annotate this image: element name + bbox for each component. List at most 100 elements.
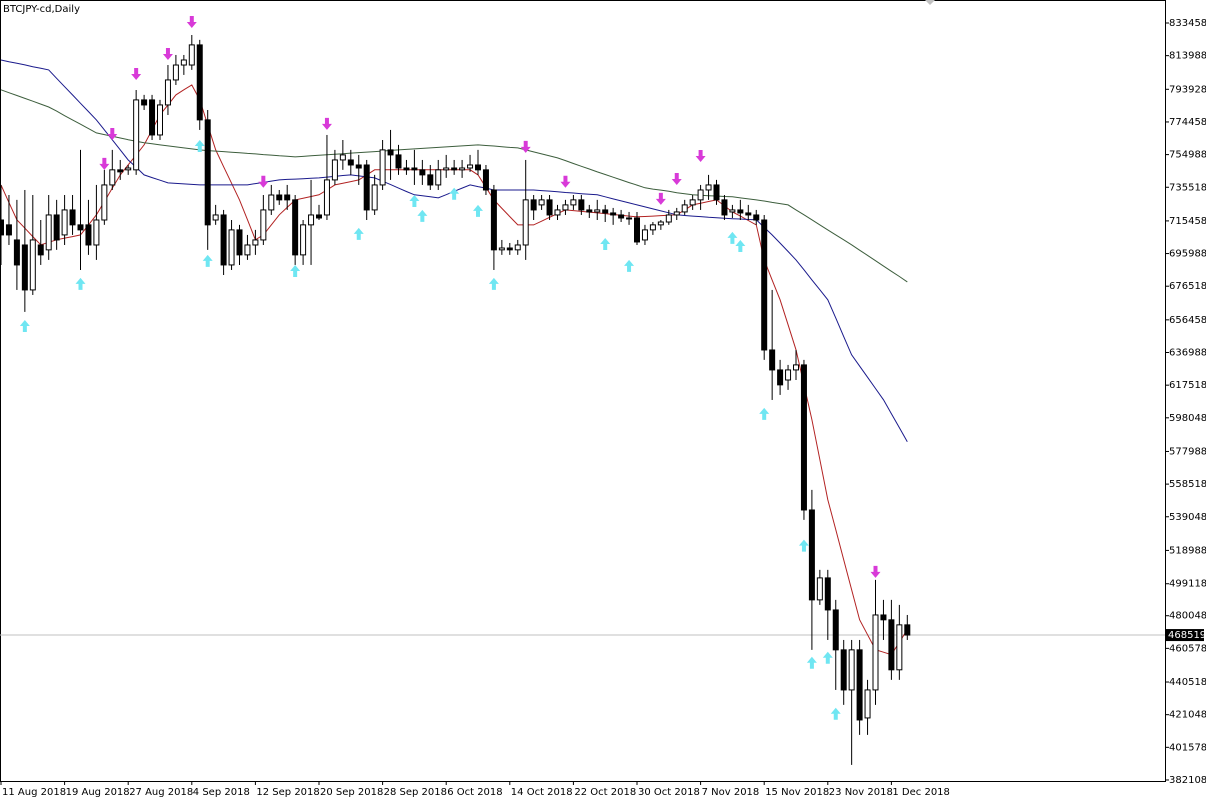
up-arrow bbox=[727, 231, 738, 244]
candle-body bbox=[29, 239, 36, 291]
down-arrow bbox=[520, 140, 531, 153]
candle-body bbox=[538, 199, 545, 206]
candle-body bbox=[721, 199, 728, 216]
candle-body bbox=[562, 204, 569, 211]
x-tick-label: 4 Sep 2018 bbox=[193, 787, 250, 798]
y-tick-label: 617518 bbox=[1169, 380, 1206, 391]
moving-average-line bbox=[0, 89, 908, 283]
up-arrow bbox=[822, 651, 833, 664]
y-tick-label: 539048 bbox=[1169, 512, 1206, 523]
candle-body bbox=[824, 577, 831, 611]
candle-body bbox=[77, 224, 84, 231]
down-arrow bbox=[695, 149, 706, 162]
candle-body bbox=[5, 224, 12, 236]
chart-title: BTCJPY-cd,Daily bbox=[3, 4, 80, 15]
x-tick-label: 14 Oct 2018 bbox=[511, 787, 573, 798]
up-arrow bbox=[19, 319, 30, 332]
candle-body bbox=[53, 214, 60, 241]
candle-body bbox=[785, 369, 792, 381]
down-arrow bbox=[186, 15, 197, 28]
y-tick-label: 656458 bbox=[1169, 315, 1206, 326]
candle-body bbox=[888, 619, 895, 671]
y-tick-label: 460578 bbox=[1169, 643, 1206, 654]
candle-body bbox=[705, 184, 712, 191]
down-arrow bbox=[258, 175, 269, 188]
candle-body bbox=[594, 209, 601, 213]
candle-body bbox=[626, 217, 633, 220]
y-tick-label: 382108 bbox=[1169, 775, 1206, 786]
candle-body bbox=[236, 229, 243, 256]
candle-body bbox=[443, 167, 450, 171]
candle-body bbox=[125, 167, 132, 171]
shift-marker bbox=[925, 0, 935, 5]
x-tick-label: 22 Oct 2018 bbox=[574, 787, 636, 798]
candle-body bbox=[602, 209, 609, 214]
up-arrow bbox=[290, 264, 301, 277]
candle-body bbox=[649, 224, 656, 231]
candle-body bbox=[164, 79, 171, 106]
candle-body bbox=[13, 239, 20, 266]
x-tick-label: 28 Sep 2018 bbox=[384, 787, 447, 798]
candle-body bbox=[212, 214, 219, 221]
candle-body bbox=[610, 212, 617, 216]
candle-body bbox=[498, 247, 505, 251]
candle-body bbox=[403, 167, 410, 171]
x-tick-label: 27 Aug 2018 bbox=[129, 787, 193, 798]
candle-body bbox=[761, 219, 768, 351]
up-arrow bbox=[353, 227, 364, 240]
candle-body bbox=[856, 649, 863, 721]
candle-body bbox=[260, 209, 267, 241]
candle-body bbox=[872, 614, 879, 691]
candle-body bbox=[816, 577, 823, 601]
candle-body bbox=[697, 189, 704, 201]
candle-body bbox=[180, 59, 187, 66]
candle-body bbox=[800, 364, 807, 511]
y-tick-label: 421048 bbox=[1169, 710, 1206, 721]
candle-body bbox=[896, 624, 903, 671]
candle-body bbox=[427, 174, 434, 186]
candle-body bbox=[355, 164, 362, 169]
x-tick-label: 15 Nov 2018 bbox=[765, 787, 829, 798]
candle-body bbox=[300, 224, 307, 256]
candle-body bbox=[530, 199, 537, 211]
candle-body bbox=[657, 221, 664, 226]
candle-body bbox=[586, 209, 593, 213]
candle-body bbox=[228, 229, 235, 266]
candle-body bbox=[665, 214, 672, 223]
y-tick-label: 813988 bbox=[1169, 51, 1206, 62]
up-arrow bbox=[417, 209, 428, 222]
x-tick-label: 6 Oct 2018 bbox=[447, 787, 502, 798]
x-tick-label: 23 Nov 2018 bbox=[829, 787, 893, 798]
x-tick-label: 20 Sep 2018 bbox=[320, 787, 383, 798]
candle-body bbox=[618, 214, 625, 219]
y-tick-label: 676518 bbox=[1169, 281, 1206, 292]
candle-body bbox=[832, 609, 839, 651]
y-tick-label: 735518 bbox=[1169, 182, 1206, 193]
candle-body bbox=[371, 184, 378, 211]
y-tick-label: 715458 bbox=[1169, 216, 1206, 227]
candle-body bbox=[172, 64, 179, 81]
up-arrow bbox=[759, 407, 770, 420]
up-arrow bbox=[449, 187, 460, 200]
y-tick-label: 440518 bbox=[1169, 677, 1206, 688]
candle-body bbox=[753, 214, 760, 221]
x-tick-label: 7 Nov 2018 bbox=[702, 787, 760, 798]
candle-body bbox=[37, 244, 44, 256]
candle-body bbox=[689, 199, 696, 206]
candle-body bbox=[379, 149, 386, 186]
candle-body bbox=[347, 159, 354, 166]
up-arrow bbox=[798, 539, 809, 552]
candle-body bbox=[339, 154, 346, 161]
candle-body bbox=[117, 169, 124, 173]
candle-body bbox=[482, 169, 489, 191]
y-tick-label: 598048 bbox=[1169, 413, 1206, 424]
x-tick-label: 1 Dec 2018 bbox=[892, 787, 950, 798]
candle-body bbox=[220, 214, 227, 266]
candle-body bbox=[475, 164, 481, 171]
down-arrow bbox=[107, 127, 118, 140]
up-arrow bbox=[600, 237, 611, 250]
candle-body bbox=[673, 211, 680, 216]
candle-body bbox=[467, 164, 474, 169]
